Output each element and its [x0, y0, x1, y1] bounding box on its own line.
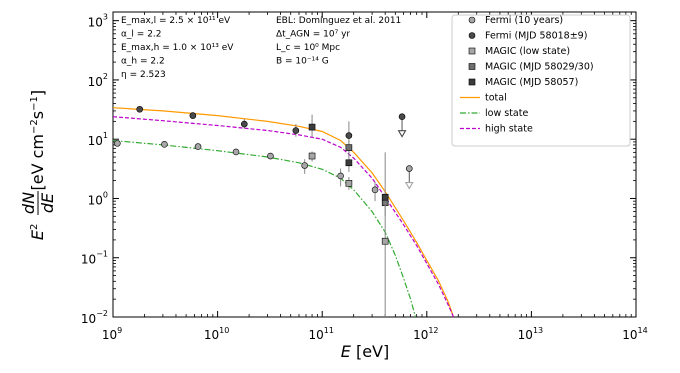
parameter-block-left: E_max,l = 2.5 × 10¹¹ eV α_l = 2.2 E_max,h … [121, 16, 234, 80]
data-point [345, 144, 353, 151]
x-tick-label: 1011 [308, 326, 333, 342]
data-point [308, 123, 316, 131]
y-axis-title: E2 [eV cm−2s−1] dN dE [19, 90, 57, 240]
legend-marker [468, 32, 476, 39]
y-tick-label: 10−1 [81, 250, 108, 267]
data-point [308, 152, 316, 160]
legend-label: MAGIC (MJD 58057) [485, 77, 578, 88]
svg-text:dN: dN [19, 192, 38, 214]
data-point [189, 112, 197, 119]
data-point [345, 180, 353, 187]
legend-label: total [485, 93, 507, 104]
x-tick-label: 1012 [413, 326, 438, 342]
parameter-line: EBL: Domínguez et al. 2011 [276, 16, 401, 26]
legend-label: MAGIC (MJD 58029/30) [485, 62, 594, 73]
data-point [267, 152, 274, 160]
data-point [136, 105, 144, 113]
parameter-line: B = 10⁻¹⁴ G [276, 57, 329, 67]
data-point [241, 120, 248, 128]
svg-text:dE: dE [38, 192, 57, 213]
legend-marker [468, 63, 476, 70]
data-points [114, 105, 414, 317]
upper-limit-arrow [397, 130, 407, 138]
data-point [371, 186, 379, 194]
curve-total [113, 107, 455, 317]
parameter-line: E_max,l = 2.5 × 10¹¹ eV [121, 16, 231, 26]
parameter-line: α_h = 2.2 [121, 57, 165, 67]
axis-ticks: 109 1010 1011 1012 1013 1014 10−2 10−1 100 101 102… [81, 12, 648, 342]
legend-frame [451, 14, 631, 147]
data-point [381, 237, 389, 245]
parameter-line: L_c = 10⁰ Mpc [276, 43, 340, 53]
legend-label: Fermi (10 years) [485, 15, 563, 26]
y-tick-label: 10−2 [81, 309, 108, 326]
curve-high-state [113, 116, 455, 317]
data-point [114, 140, 121, 147]
data-point [398, 113, 406, 120]
legend-label: MAGIC (low state) [485, 46, 570, 57]
data-point [232, 148, 240, 156]
legend-label: low state [485, 108, 528, 119]
parameter-line: E_max,h = 1.0 × 10¹³ eV [121, 43, 234, 53]
data-point [301, 162, 308, 169]
data-point [337, 172, 344, 180]
x-tick-label: 1014 [622, 326, 647, 342]
model-curves [113, 107, 455, 317]
data-point [345, 159, 353, 167]
data-point [194, 143, 202, 150]
data-point [345, 132, 353, 139]
x-tick-label: 1010 [204, 326, 229, 342]
legend-label: Fermi (MJD 58018±9) [485, 31, 587, 42]
upper-limit-arrow [404, 181, 414, 190]
parameter-line: Δt_AGN = 10⁷ yr [276, 30, 350, 40]
parameter-line: η = 2.523 [121, 70, 166, 80]
parameter-block-right: EBL: Domínguez et al. 2011 Δt_AGN = 10⁷ y… [276, 16, 401, 67]
y-tick-label: 100 [88, 190, 108, 207]
y-tick-label: 103 [88, 13, 108, 30]
data-point [292, 127, 300, 134]
y-tick-label: 101 [88, 131, 108, 148]
data-point [381, 193, 389, 201]
legend-marker [468, 47, 476, 55]
svg-text:E2 [eV cm−2s−1]: E2 [eV cm−2s−1] [28, 90, 47, 240]
legend: Fermi (10 years) Fermi (MJD 58018±9) MAGIC… [451, 14, 631, 147]
x-axis-title: E [eV] [341, 342, 389, 361]
legend-marker [468, 16, 476, 24]
data-point [405, 165, 413, 172]
data-point [161, 141, 168, 148]
parameter-line: α_l = 2.2 [121, 30, 162, 40]
x-tick-label: 109 [102, 326, 122, 342]
legend-marker [468, 78, 476, 86]
y-tick-label: 102 [88, 72, 108, 89]
legend-label: high state [485, 124, 533, 135]
x-tick-label: 1013 [518, 326, 543, 342]
curve-low-state [113, 139, 417, 317]
